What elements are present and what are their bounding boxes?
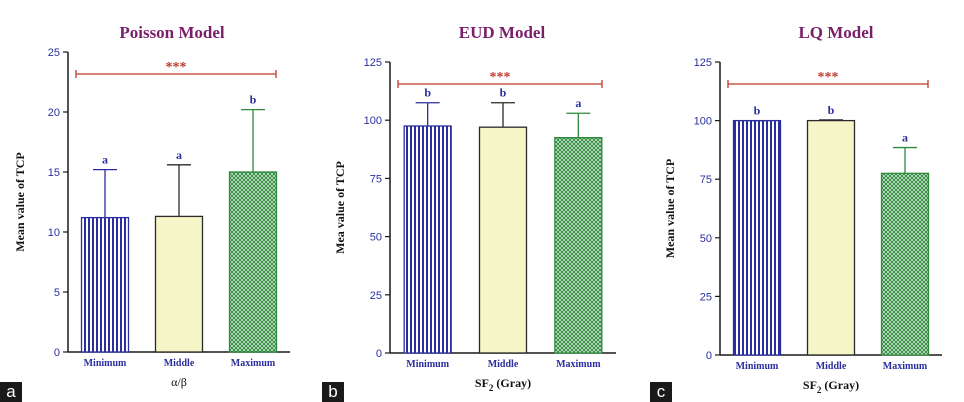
eud-bar-middle xyxy=(478,126,528,354)
panel-label-a: a xyxy=(0,382,22,402)
eud-x-tick-label-minimum: Minimum xyxy=(406,359,449,370)
poisson-model-chart: Poisson Model Mean value of TCP 0 5 10 15 20 25… xyxy=(13,23,290,389)
lq-bar-maximum xyxy=(880,172,930,356)
lq-significance-stars: *** xyxy=(818,70,839,85)
eud-y-tick-label-4: 100 xyxy=(364,115,382,127)
lq-y-tick-label-1: 25 xyxy=(700,291,712,303)
poisson-bar-middle xyxy=(154,215,204,353)
lq-y-tick-label-5: 125 xyxy=(694,57,712,69)
lq-x-axis-label-main: SF xyxy=(803,378,817,392)
eud-y-tick-label-2: 50 xyxy=(370,232,382,244)
lq-group-letter-minimum: b xyxy=(754,104,761,118)
poisson-x-axis-label: α/β xyxy=(171,375,187,389)
eud-x-axis-label-main: SF xyxy=(475,376,489,390)
poisson-y-tick-label-2: 10 xyxy=(48,227,60,239)
lq-y-axis-label: Mean value of TCP xyxy=(663,159,677,258)
eud-x-tick-label-maximum: Maximum xyxy=(556,359,601,370)
poisson-group-letter-middle: a xyxy=(176,148,182,162)
lq-y-tick-label-3: 75 xyxy=(700,174,712,186)
eud-y-tick-label-3: 75 xyxy=(370,173,382,185)
eud-group-letter-minimum: b xyxy=(424,86,431,100)
poisson-y-tick-label-3: 15 xyxy=(48,167,60,179)
lq-group-letter-maximum: a xyxy=(902,131,908,145)
lq-y-tick-label-4: 100 xyxy=(694,116,712,128)
lq-group-letter-middle: b xyxy=(828,103,835,117)
poisson-x-tick-label-maximum: Maximum xyxy=(231,358,276,369)
lq-x-axis-label-sub: 2 xyxy=(817,385,822,395)
panel-c: LQ Model Mean value of TCP 0 25 50 75 100 125 b M… xyxy=(650,0,964,402)
poisson-group-letter-maximum: b xyxy=(250,93,257,107)
eud-x-axis-label-sub: 2 xyxy=(489,383,494,393)
lq-x-tick-label-maximum: Maximum xyxy=(883,361,928,372)
panel-b: EUD Model Mea value of TCP 0 25 50 75 100 125 b M… xyxy=(322,0,640,402)
lq-x-tick-label-minimum: Minimum xyxy=(736,361,779,372)
poisson-y-tick-label-0: 0 xyxy=(54,347,60,359)
poisson-significance-stars: *** xyxy=(166,60,187,75)
lq-x-tick-label-middle: Middle xyxy=(816,361,847,372)
panel-label-c: c xyxy=(650,382,672,402)
eud-significance-stars: *** xyxy=(490,70,511,85)
lq-model-chart: LQ Model Mean value of TCP 0 25 50 75 100 125 b M… xyxy=(663,23,942,395)
eud-x-tick-label-middle: Middle xyxy=(488,359,519,370)
lq-chart-title: LQ Model xyxy=(798,23,873,42)
poisson-bar-minimum xyxy=(80,216,130,353)
eud-y-axis-label: Mea value of TCP xyxy=(333,161,347,254)
lq-x-axis-label-rest: (Gray) xyxy=(821,378,859,392)
eud-y-tick-label-0: 0 xyxy=(376,348,382,360)
panel-label-b: b xyxy=(322,382,344,402)
eud-group-letter-middle: b xyxy=(500,86,507,100)
eud-bar-minimum xyxy=(403,125,452,354)
eud-model-chart: EUD Model Mea value of TCP 0 25 50 75 100 125 b M… xyxy=(333,23,616,393)
eud-y-tick-label-1: 25 xyxy=(370,290,382,302)
poisson-x-tick-label-minimum: Minimum xyxy=(84,358,127,369)
eud-y-tick-label-5: 125 xyxy=(364,57,382,69)
lq-y-tick-label-2: 50 xyxy=(700,233,712,245)
poisson-group-letter-minimum: a xyxy=(102,153,108,167)
panel-a: Poisson Model Mean value of TCP 0 5 10 15 20 25… xyxy=(0,0,312,402)
poisson-y-tick-label-5: 25 xyxy=(48,47,60,59)
poisson-y-axis-label: Mean value of TCP xyxy=(13,152,27,251)
eud-group-letter-maximum: a xyxy=(575,96,581,110)
lq-bar-minimum xyxy=(732,119,782,356)
poisson-bar-maximum xyxy=(228,171,278,353)
poisson-x-tick-label-middle: Middle xyxy=(164,358,195,369)
lq-y-tick-label-0: 0 xyxy=(706,350,712,362)
eud-x-axis-label: SF2 (Gray) xyxy=(475,376,531,393)
eud-bar-maximum xyxy=(554,137,603,354)
eud-chart-title: EUD Model xyxy=(459,23,546,42)
poisson-y-tick-label-1: 5 xyxy=(54,287,60,299)
lq-bar-middle xyxy=(806,119,856,356)
eud-x-axis-label-rest: (Gray) xyxy=(493,376,531,390)
lq-x-axis-label: SF2 (Gray) xyxy=(803,378,859,395)
poisson-chart-title: Poisson Model xyxy=(119,23,225,42)
poisson-y-tick-label-4: 20 xyxy=(48,107,60,119)
